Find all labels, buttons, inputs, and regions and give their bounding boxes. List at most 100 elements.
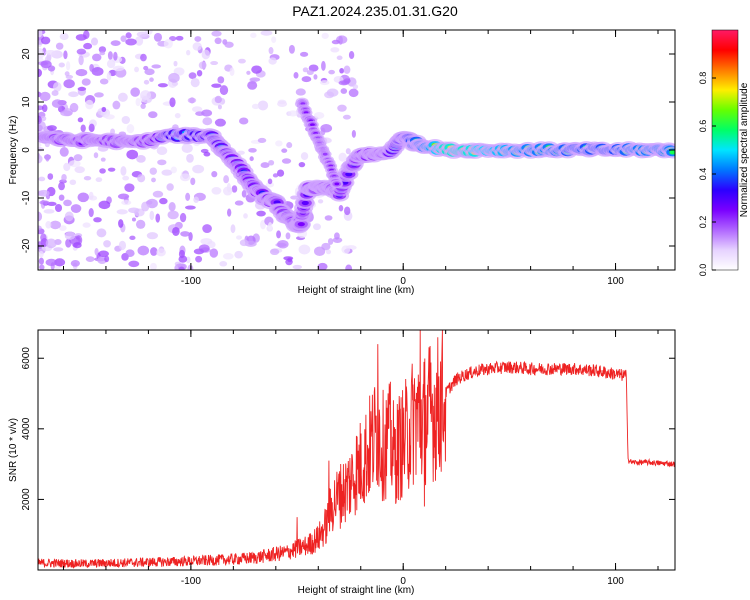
heatmap-noise-blob [90, 37, 99, 46]
heatmap-noise-blob [210, 61, 219, 66]
heatmap-noise-blob [257, 100, 269, 111]
heatmap-noise-blob [117, 209, 125, 215]
heatmap-noise-blob [93, 152, 99, 159]
heatmap-noise-blob [167, 210, 179, 220]
heatmap-noise-blob [249, 156, 254, 162]
heatmap-noise-blob [224, 41, 234, 48]
heatmap-noise-blob [64, 231, 76, 240]
heatmap-noise-blob [85, 99, 94, 110]
heatmap-noise-blob [301, 76, 312, 83]
heatmap-noise-blob [128, 207, 140, 214]
heatmap-noise-blob [99, 78, 109, 85]
heatmap-noise-blob [345, 148, 351, 155]
heatmap-noise-blob [341, 245, 351, 254]
heatmap-noise-blob [99, 168, 106, 174]
heatmap-noise-blob [169, 97, 176, 108]
heatmap-noise-blob [194, 36, 202, 42]
heatmap-noise-blob [271, 36, 277, 44]
heatmap-noise-blob [337, 104, 347, 112]
spectrogram-secondary-ridge-core [334, 182, 340, 186]
heatmap-noise-blob [156, 248, 166, 257]
spectrogram-ridge-core [345, 172, 353, 177]
heatmap-noise-blob [38, 250, 44, 258]
heatmap-noise-blob [126, 124, 135, 134]
heatmap-noise-blob [77, 86, 87, 91]
heatmap-noise-blob [89, 64, 94, 72]
heatmap-noise-blob [107, 51, 113, 60]
heatmap-noise-blob [201, 49, 211, 60]
heatmap-noise-blob [53, 81, 62, 92]
heatmap-noise-blob [293, 72, 299, 79]
heatmap-noise-blob [150, 247, 158, 256]
heatmap-noise-blob [192, 42, 202, 51]
heatmap-noise-blob [85, 256, 95, 262]
heatmap-noise-blob [47, 173, 54, 180]
heatmap-noise-blob [267, 222, 273, 231]
heatmap-noise-blob [186, 49, 191, 56]
heatmap-noise-blob [94, 247, 99, 256]
spectrogram-y-tick-label: -20 [21, 238, 32, 253]
heatmap-noise-blob [98, 250, 109, 258]
heatmap-noise-blob [234, 250, 243, 259]
heatmap-noise-blob [143, 79, 150, 85]
heatmap-noise-blob [198, 244, 210, 253]
heatmap-noise-blob [217, 104, 222, 110]
heatmap-noise-blob [207, 240, 216, 249]
heatmap-noise-blob [336, 55, 343, 61]
heatmap-noise-blob [275, 140, 283, 147]
heatmap-noise-blob [63, 79, 75, 89]
heatmap-noise-blob [157, 83, 168, 88]
heatmap-noise-blob [321, 32, 329, 39]
heatmap-noise-blob [338, 152, 347, 162]
heatmap-noise-blob [47, 125, 57, 131]
heatmap-noise-blob [168, 202, 176, 212]
heatmap-noise-blob [64, 211, 74, 222]
heatmap-noise-blob [125, 32, 132, 39]
heatmap-noise-blob [340, 88, 348, 94]
figure-title: PAZ1.2024.235.01.31.G20 [292, 3, 458, 19]
heatmap-noise-blob [134, 36, 144, 46]
heatmap-noise-blob [155, 213, 161, 223]
heatmap-noise-blob [181, 143, 193, 154]
heatmap-noise-blob [214, 37, 222, 45]
heatmap-noise-blob [234, 200, 244, 206]
heatmap-noise-blob [64, 71, 70, 77]
heatmap-noise-blob [314, 246, 326, 257]
heatmap-noise-blob [179, 173, 191, 182]
heatmap-noise-blob [302, 67, 309, 73]
heatmap-noise-blob [38, 47, 43, 53]
heatmap-noise-blob [140, 103, 146, 109]
spectrogram-y-ticks: 20 10 0 -10 -20 [21, 48, 675, 253]
heatmap-noise-blob [338, 205, 344, 212]
heatmap-noise-blob [287, 257, 293, 263]
heatmap-noise-blob [38, 142, 42, 148]
spectrogram-y-tick-label: -10 [21, 190, 32, 205]
heatmap-noise-blob [198, 61, 207, 70]
heatmap-noise-blob [41, 104, 48, 113]
heatmap-noise-blob [113, 51, 118, 61]
heatmap-noise-blob [150, 262, 157, 270]
heatmap-noise-blob [184, 205, 196, 210]
heatmap-noise-blob [151, 177, 156, 183]
heatmap-noise-blob [281, 148, 288, 153]
heatmap-noise-blob [195, 111, 205, 116]
heatmap-noise-blob [188, 72, 197, 79]
colorbar-label: Normalized spectral amplitude [739, 82, 750, 217]
heatmap-noise-blob [246, 70, 251, 75]
heatmap-noise-blob [229, 67, 235, 77]
heatmap-noise-blob [248, 147, 257, 153]
heatmap-noise-blob [88, 207, 94, 218]
heatmap-noise-blob [179, 212, 187, 223]
heatmap-noise-blob [286, 142, 293, 149]
heatmap-noise-blob [140, 53, 147, 62]
heatmap-noise-blob [285, 232, 291, 240]
snr-y-ticks: 2000 4000 6000 [21, 347, 675, 511]
heatmap-noise-blob [39, 264, 45, 270]
heatmap-noise-blob [290, 195, 299, 200]
heatmap-noise-blob [117, 92, 128, 102]
heatmap-noise-blob [63, 162, 71, 172]
colorbar-ticks: 0.0 0.2 0.4 0.6 0.8 [698, 72, 716, 276]
heatmap-noise-blob [166, 183, 174, 191]
heatmap-noise-blob [268, 47, 274, 55]
